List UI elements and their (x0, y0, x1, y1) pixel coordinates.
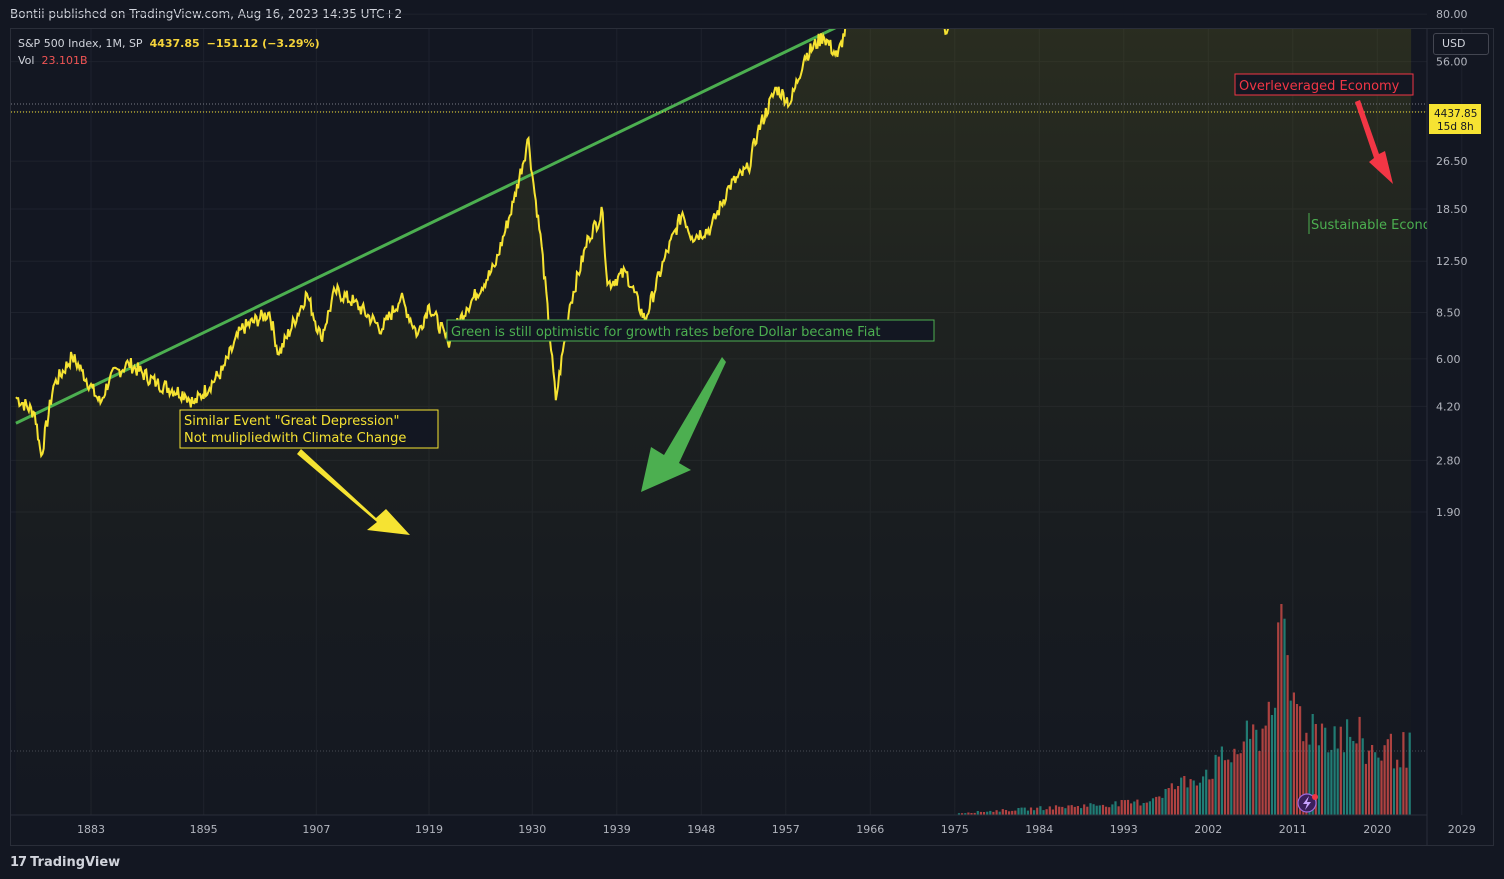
brand-name: TradingView (30, 855, 121, 870)
x-tick-label: 1907 (302, 823, 330, 836)
green-trendline[interactable] (15, 0, 1420, 425)
currency-button[interactable]: USD (1433, 33, 1489, 55)
sustainable-annotation[interactable]: Sustainable Economy (1308, 213, 1451, 234)
y-tick-label: 4.20 (1436, 400, 1461, 413)
lightning-icon[interactable] (1297, 793, 1318, 813)
price-axis[interactable]: 8000.005600.003800.002650.001850.001250.… (1436, 0, 1482, 519)
x-tick-label: 1895 (190, 823, 218, 836)
green-annotation[interactable]: Green is still optimistic for growth rat… (446, 319, 935, 342)
y-tick-label: 56.00 (1436, 56, 1468, 69)
red-annotation-text: Overleveraged Economy (1239, 79, 1400, 94)
yellow-arrow-icon[interactable] (297, 449, 410, 535)
y-tick-label: 1.90 (1436, 506, 1461, 519)
x-tick-label: 1957 (772, 823, 800, 836)
yellow-annotation-line2: Not mulipliedwith Climate Change (184, 431, 406, 446)
yellow-annotation-line1: Similar Event "Great Depression" (184, 414, 400, 429)
x-tick-label: 1975 (941, 823, 969, 836)
price-area-fill (15, 29, 1412, 815)
x-tick-label: 1966 (856, 823, 884, 836)
x-tick-label: 2020 (1363, 823, 1391, 836)
x-tick-label: 2002 (1194, 823, 1222, 836)
last-price-badge: 4437.85 15d 8h (1429, 104, 1481, 134)
y-tick-label: 80.00 (1436, 8, 1468, 21)
y-tick-label: 2.80 (1436, 454, 1461, 467)
x-tick-label: 2011 (1279, 823, 1307, 836)
y-tick-label: 8.50 (1436, 307, 1461, 320)
bar-countdown: 15d 8h (1437, 121, 1474, 133)
red-arrow-icon[interactable] (1355, 100, 1393, 184)
symbol-label[interactable]: S&P 500 Index, 1M, SP (18, 37, 143, 50)
y-tick-label: 26.50 (1436, 155, 1468, 168)
price-change-label: −151.12 (−3.29%) (206, 37, 320, 50)
tradingview-logo-icon: 17 (10, 855, 27, 870)
x-tick-label: 1948 (687, 823, 715, 836)
time-axis[interactable]: 1883 1895 1907 1919 1930 1939 1948 1957 1966 1975… (77, 823, 1476, 836)
x-tick-label: 2029 (1448, 823, 1476, 836)
y-tick-label: 18.50 (1436, 203, 1468, 216)
footer: 17 TradingView (0, 847, 1504, 879)
green-annotation-text: Green is still optimistic for growth rat… (451, 325, 880, 340)
yellow-annotation[interactable]: Similar Event "Great Depression" Not mul… (179, 409, 439, 449)
volume-label[interactable]: Vol (18, 54, 35, 67)
tradingview-logo[interactable]: 17 TradingView (10, 855, 120, 870)
x-tick-label: 1930 (518, 823, 546, 836)
x-tick-label: 1939 (603, 823, 631, 836)
chart-legend: S&P 500 Index, 1M, SP 4437.85 −151.12 (−… (18, 35, 320, 69)
green-arrow-icon[interactable] (641, 357, 726, 492)
x-tick-label: 1993 (1110, 823, 1138, 836)
price-line[interactable] (15, 0, 1411, 459)
last-price-label: 4437.85 (149, 37, 200, 50)
red-trendline[interactable] (908, 0, 1420, 14)
last-price-value: 4437.85 (1434, 108, 1477, 120)
y-tick-label: 6.00 (1436, 353, 1461, 366)
sustainable-annotation-text: Sustainable Economy (1311, 218, 1451, 233)
x-tick-label: 1984 (1025, 823, 1053, 836)
x-tick-label: 1919 (415, 823, 443, 836)
x-tick-label: 1883 (77, 823, 105, 836)
y-tick-label: 12.50 (1436, 255, 1468, 268)
volume-value: 23.101B (41, 54, 88, 67)
red-annotation[interactable]: Overleveraged Economy (1234, 73, 1414, 96)
